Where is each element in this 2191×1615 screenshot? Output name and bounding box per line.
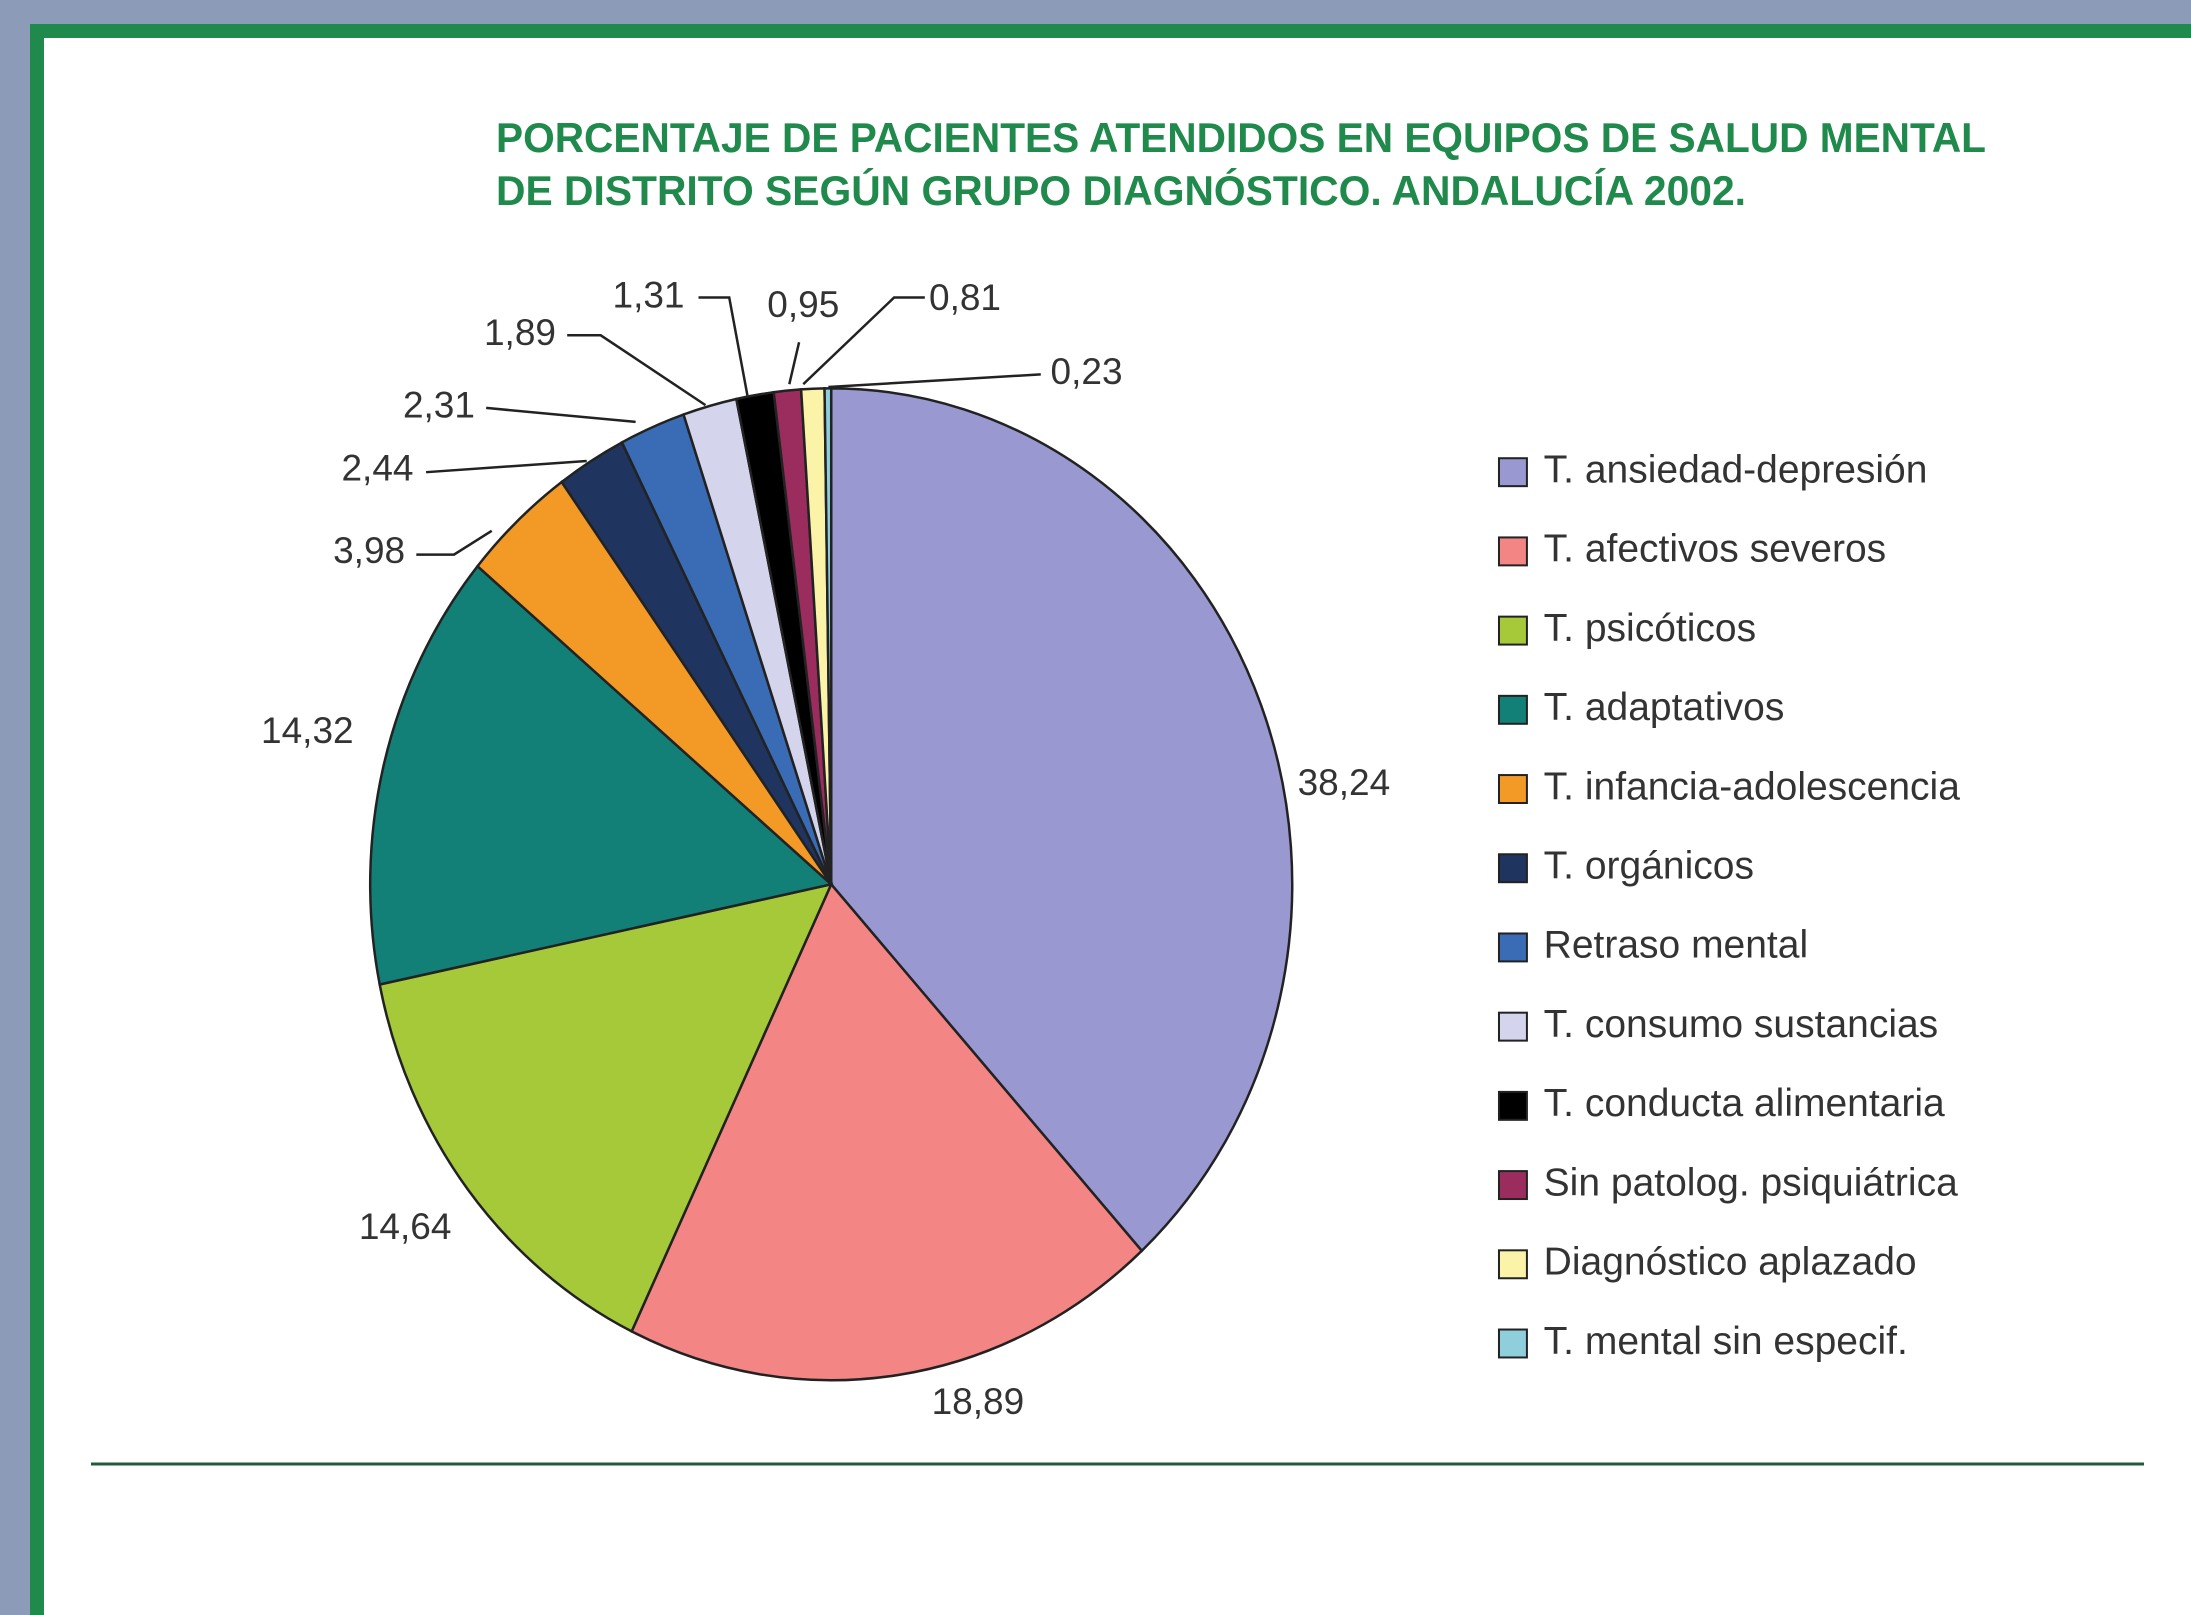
legend-label: T. consumo sustancias: [1544, 1003, 1939, 1046]
data-label: 38,24: [1298, 762, 1391, 803]
pie-slice: [829, 387, 1294, 1253]
pie-slice: [378, 882, 834, 1334]
data-label: 1,31: [613, 274, 685, 315]
legend-swatch: [1497, 853, 1528, 884]
leader-line: [698, 296, 749, 396]
legend-label: T. conducta alimentaria: [1544, 1082, 1945, 1125]
legend-label: Sin patolog. psiquiátrica: [1544, 1161, 1958, 1204]
pie-slice: [630, 881, 1144, 1382]
leader-line: [416, 529, 493, 556]
legend-swatch: [1497, 1090, 1528, 1121]
legend-swatch: [1497, 1011, 1528, 1042]
leader-line: [828, 373, 1041, 389]
legend-label: T. adaptativos: [1544, 686, 1785, 729]
legend-label: T. psicóticos: [1544, 607, 1756, 650]
legend-swatch: [1497, 457, 1528, 488]
legend-swatch: [1497, 774, 1528, 804]
legend-swatch: [1497, 1170, 1528, 1201]
pie-slice: [368, 564, 834, 986]
legend-swatch: [1497, 536, 1528, 567]
data-label: 14,32: [261, 710, 354, 751]
data-label: 14,64: [359, 1206, 452, 1247]
legend-swatch: [1497, 932, 1528, 963]
data-label: 0,95: [767, 284, 839, 325]
chart-title: DE DISTRITO SEGÚN GRUPO DIAGNÓSTICO. AND…: [496, 166, 1746, 214]
legend-label: Diagnóstico aplazado: [1544, 1241, 1917, 1284]
leader-line: [788, 341, 801, 385]
legend-label: T. ansiedad-depresión: [1544, 448, 1928, 491]
legend-swatch: [1497, 615, 1528, 646]
data-label: 18,89: [932, 1381, 1025, 1422]
data-label: 3,98: [333, 530, 405, 571]
data-label: 0,81: [929, 277, 1001, 318]
legend-label: T. mental sin especif.: [1544, 1320, 1908, 1363]
data-label: 1,89: [484, 312, 556, 353]
chart-title: PORCENTAJE DE PACIENTES ATENDIDOS EN EQU…: [496, 114, 1986, 161]
legend-label: T. afectivos severos: [1544, 528, 1886, 571]
data-label: 0,23: [1051, 351, 1123, 392]
leader-line: [425, 459, 587, 474]
leader-line: [486, 406, 636, 424]
legend-label: T. orgánicos: [1544, 845, 1754, 888]
legend-label: T. infancia-adolescencia: [1544, 765, 1961, 808]
legend-swatch: [1497, 694, 1528, 725]
legend-swatch: [1497, 1328, 1528, 1359]
leader-line: [802, 296, 925, 386]
legend-swatch: [1497, 1249, 1528, 1280]
legend-label: Retraso mental: [1544, 924, 1808, 967]
pie-slice: [823, 387, 833, 885]
data-label: 2,44: [341, 448, 413, 489]
data-label: 2,31: [403, 385, 475, 426]
leader-line: [567, 334, 707, 407]
